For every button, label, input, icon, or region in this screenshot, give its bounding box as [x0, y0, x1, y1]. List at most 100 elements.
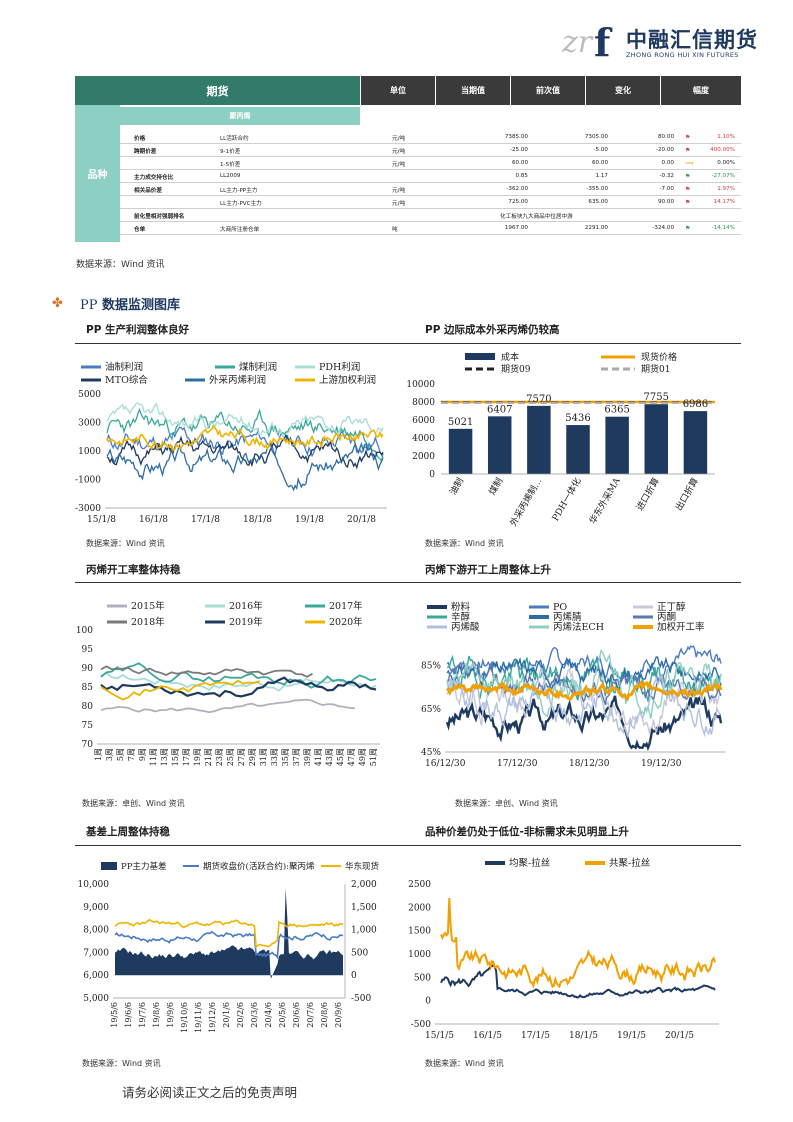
svg-text:zr: zr: [562, 25, 594, 60]
variety-name: 聚丙烯: [120, 107, 360, 125]
legend-label: 期货01: [641, 363, 670, 375]
series-line: [106, 433, 384, 470]
chart-spread: 均聚-拉丝 共聚-拉丝 2500 2000 1500 1000 500 0 -50015/1/5…: [408, 857, 719, 1041]
row-change: 80.00: [657, 134, 674, 140]
row-note: 化工板块九大商品中位居中游: [500, 214, 573, 220]
row-current: -362.00: [506, 186, 528, 192]
series-line: [106, 407, 384, 464]
row-current: 7385.00: [504, 134, 528, 140]
y-tick-label: 1000: [408, 950, 431, 960]
table-header-range: 幅度: [660, 76, 741, 105]
x-tick-label: 37周: [292, 748, 301, 766]
variety-label: 品种: [75, 105, 120, 242]
chart-propylene-rate: 2015年 2016年 2017年 2018年 2019年 2020年 100 95 90 85 8…: [76, 600, 380, 766]
x-tick-label: 外采丙烯制…: [507, 476, 544, 529]
legend-label: 粉料: [451, 601, 471, 613]
x-tick-label: 20/3/6: [250, 1002, 259, 1028]
basis-area: [115, 888, 343, 979]
y-tick-label-left: 5,000: [83, 994, 109, 1004]
legend-label: 期货收盘价(活跃合约):聚丙烯: [203, 861, 315, 872]
x-tick-label: 19/12/6: [208, 1002, 217, 1033]
row-change: -324.00: [652, 225, 674, 231]
row-name: 主力成交持仓比: [134, 175, 174, 181]
chart-cost-source: 数据来源：Wind 资讯: [425, 539, 504, 548]
chart-downstream-source: 数据来源：卓创、Wind 资讯: [455, 799, 558, 808]
row-item: LL活跃合约: [220, 136, 249, 142]
cost-bar: [527, 405, 551, 474]
x-tick-label: 19/8/6: [152, 1002, 161, 1028]
x-tick-label: 15/1/8: [87, 515, 116, 525]
x-tick-label: 33周: [270, 748, 279, 766]
y-tick-label-right: 1,500: [351, 903, 377, 913]
legend-label: 2015年: [131, 600, 165, 612]
series-line: [446, 661, 722, 705]
x-tick-label: 17/1/8: [191, 515, 220, 525]
chart-spread-source: 数据来源：Wind 资讯: [425, 1059, 504, 1068]
x-tick-label: 18/12/30: [569, 759, 610, 769]
x-tick-label: 47周: [347, 748, 356, 766]
y-tick-label: 100: [76, 626, 93, 636]
divider-2: [75, 582, 741, 583]
x-tick-label: 15周: [171, 748, 180, 766]
x-tick-label: 19/7/6: [138, 1002, 147, 1028]
legend-label: 正丁醇: [657, 601, 686, 613]
row-previous: 7305.00: [584, 134, 608, 140]
y-tick-label: 500: [414, 973, 431, 983]
data-label: 7570: [526, 394, 551, 405]
y-tick-label: 65%: [421, 705, 441, 715]
x-tick-label: 19/12/30: [641, 759, 682, 769]
y-tick-label: 45%: [421, 748, 441, 758]
spot-line: [114, 918, 344, 949]
row-change: -20.00: [655, 147, 674, 153]
section-title-text: 数据监测图库: [102, 298, 181, 313]
x-tick-label: 23周: [215, 748, 224, 766]
x-tick-label: 11周: [149, 748, 158, 766]
chart-profit-source: 数据来源：Wind 资讯: [86, 539, 165, 548]
x-tick-label: 19/5/6: [110, 1002, 119, 1028]
y-tick-label: 95: [82, 645, 94, 655]
x-tick-label: 39周: [303, 748, 312, 766]
series-line: [440, 963, 716, 999]
series-line: [446, 679, 723, 702]
company-name-cn: 中融汇信期货: [626, 28, 758, 52]
chart-basis: PP主力基差 期货收盘价(活跃合约):聚丙烯 华东现货 10,000 9,000 8,00…: [78, 861, 380, 1033]
x-tick-label: 1周: [94, 748, 103, 761]
x-tick-label: PDH一体化: [549, 476, 583, 524]
chart-basis-source: 数据来源：Wind 资讯: [82, 1059, 161, 1068]
row-name: 前化里相对强弱排名: [134, 214, 185, 220]
x-tick-label: 油制: [447, 476, 466, 498]
data-label: 6986: [683, 399, 708, 410]
x-tick-label: 25周: [226, 748, 235, 766]
row-previous: -355.00: [586, 186, 608, 192]
y-tick-label: 6000: [412, 416, 435, 426]
flag-icon: ⚑: [685, 225, 691, 232]
series-line: [100, 665, 313, 678]
cost-bar: [448, 428, 473, 474]
y-tick-label-right: -500: [351, 994, 371, 1004]
x-tick-label: 煤制: [486, 476, 505, 498]
y-tick-label: -500: [411, 1020, 431, 1030]
x-tick-label: 20/1/6: [222, 1002, 231, 1028]
x-tick-label: 35周: [281, 748, 290, 766]
table-row: 主力成交持仓比 LL2009 0.85 1.17 -0.32 ⚑ -27.07%: [120, 170, 741, 183]
series-line: [106, 424, 384, 452]
row-item: LL主力-PVC主力: [220, 201, 262, 207]
x-tick-label: 51周: [369, 748, 378, 766]
flag-icon: ⚑: [685, 186, 691, 193]
legend-label: 外采丙烯利润: [209, 374, 266, 386]
row-item: 大商所注册仓单: [220, 227, 260, 233]
flag-icon: ⚑: [685, 134, 691, 141]
series-line: [446, 656, 722, 691]
x-tick-label: 17/12/30: [497, 759, 538, 769]
x-tick-label: 19周: [193, 748, 202, 766]
x-tick-label: 29周: [248, 748, 257, 766]
row-previous: 1.17: [595, 173, 608, 179]
chart-title-downstream: 丙烯下游开工上周整体上升: [425, 564, 551, 576]
row-pct: -14.14%: [711, 225, 735, 231]
x-tick-label: 进口折算: [633, 476, 661, 513]
row-unit: 吨: [392, 227, 398, 233]
row-previous: -5.00: [593, 147, 608, 153]
futures-table: 期货 单位 当期值 前次值 变化 幅度 品种 聚丙烯 价格 LL活跃合约 元/吨 73…: [75, 76, 741, 242]
x-tick-label: 45周: [336, 748, 345, 766]
